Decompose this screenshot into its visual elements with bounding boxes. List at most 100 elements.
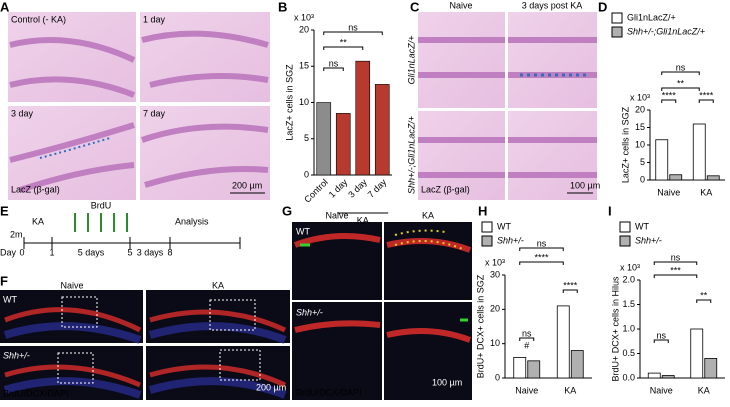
row-label: Gli1nLacZ/+ [406, 36, 416, 85]
bar [704, 357, 718, 379]
legend-label: Shh+/- [635, 235, 662, 245]
legend-label: WT [635, 221, 649, 231]
bar [655, 139, 669, 181]
sig-bracket [661, 87, 700, 91]
legend-swatch [481, 221, 493, 233]
panel-label: F [0, 273, 8, 288]
bar [661, 375, 675, 379]
span-label: 5 days [78, 247, 105, 257]
y-tick-label: 15 [635, 122, 645, 132]
timeline [23, 213, 241, 249]
x-tick-label: KA [698, 385, 710, 395]
axis-multiplier: x 10³ [485, 257, 505, 267]
sig-bracket [698, 99, 714, 103]
y-axis-label: BrdU+ DCX+ cells in Hilus [610, 276, 620, 382]
group-label: KA [357, 215, 369, 225]
fluor-images [0, 222, 472, 400]
sig-label: ns [348, 22, 358, 32]
stain-label: BrdU/DCX/DAPI [296, 387, 362, 397]
sig-bracket [519, 261, 564, 265]
day-tick: 1 [49, 247, 54, 257]
panel-label: I [608, 203, 612, 218]
sig-label: **** [563, 280, 578, 290]
sig-bracket [323, 46, 364, 50]
sig-bracket [323, 67, 344, 71]
row-label: Shh+/-;Gli1nLacZ/+ [406, 116, 416, 194]
legend-swatch [611, 26, 623, 38]
sig-bracket [661, 71, 700, 75]
panel-label: D [598, 0, 607, 14]
panel-label: E [0, 203, 9, 218]
sig-bracket [519, 337, 535, 341]
sig-label: # [524, 340, 529, 350]
legend-label: Shh+/- [497, 235, 524, 245]
y-tick-label: 20 [299, 24, 309, 34]
x-tick-label: Naive [657, 187, 680, 197]
x-tick-label: Control [302, 177, 330, 205]
stain-label: BrdU/DCX/DAPI [3, 388, 69, 398]
bar [690, 328, 704, 379]
legend-swatch [619, 221, 631, 233]
sig-label: ** [677, 78, 685, 88]
y-tick-label: 5 [640, 157, 645, 167]
axis-multiplier: x 10³ [294, 12, 314, 22]
sig-label: ns [537, 238, 547, 248]
legend-swatch [611, 12, 623, 24]
sig-label: **** [662, 90, 677, 100]
sig-bracket [653, 339, 669, 343]
x-tick-label: Naive [515, 385, 538, 395]
column-label: Naive [325, 210, 348, 220]
x-tick-label: KA [700, 187, 712, 197]
panel-label: C [410, 0, 420, 14]
row-label: Shh+/- [296, 307, 323, 317]
y-tick-label: 10 [635, 139, 645, 149]
sig-bracket [696, 299, 712, 303]
row-label: Shh+/- [3, 350, 30, 360]
y-axis-label: BrdU+ DCX+ cells in SGZ [475, 274, 485, 378]
axis-multiplier: x 10³ [630, 92, 650, 102]
column-label: 3 days post KA [522, 0, 583, 10]
row-label: WT [296, 226, 310, 236]
tile-label: 7 day [143, 108, 166, 118]
y-tick-label: 20 [635, 104, 645, 114]
sig-label: ns [329, 58, 339, 68]
y-tick-label: 0.5 [622, 348, 635, 358]
x-tick-label: KA [564, 385, 576, 395]
sig-bracket [562, 289, 578, 293]
legend-label: Gli1nLacZ/+ [627, 12, 676, 22]
y-tick-label: 10 [299, 97, 309, 107]
day-tick: 0 [19, 247, 24, 257]
y-axis-label: LacZ+ cells in SGZ [284, 64, 294, 141]
panel-label: G [282, 203, 292, 218]
sig-bracket [653, 274, 698, 278]
bar [374, 84, 390, 176]
x-tick-label: 7 day [366, 177, 389, 200]
sig-label: ns [522, 328, 532, 338]
row-label: WT [3, 294, 17, 304]
x-tick-label: 3 day [346, 177, 369, 200]
tile-label: 3 day [11, 108, 34, 118]
sig-bracket [661, 99, 677, 103]
analysis-label: Analysis [175, 216, 209, 226]
sig-bracket [323, 31, 383, 35]
panel-label: A [0, 0, 10, 14]
sig-label: ** [700, 290, 708, 300]
bar [527, 360, 541, 379]
day-tick: 5 [127, 247, 132, 257]
tile-label: Control (- KA) [11, 14, 66, 24]
scale-bar-label: 100 µm [432, 377, 462, 387]
y-tick-label: 10 [490, 338, 500, 348]
bar [556, 305, 570, 379]
sig-label: *** [670, 265, 681, 275]
panel-label: H [478, 203, 487, 218]
y-tick-label: 5 [304, 133, 309, 143]
stain-label: LacZ (β-gal) [11, 184, 60, 194]
column-label: KA [422, 210, 434, 220]
span-label: 3 days [137, 247, 164, 257]
legend-swatch [619, 235, 631, 247]
bar [335, 113, 351, 176]
y-tick-label: 0.0 [622, 372, 635, 382]
age-label: 2m [10, 229, 23, 239]
sig-label: ns [656, 330, 666, 340]
